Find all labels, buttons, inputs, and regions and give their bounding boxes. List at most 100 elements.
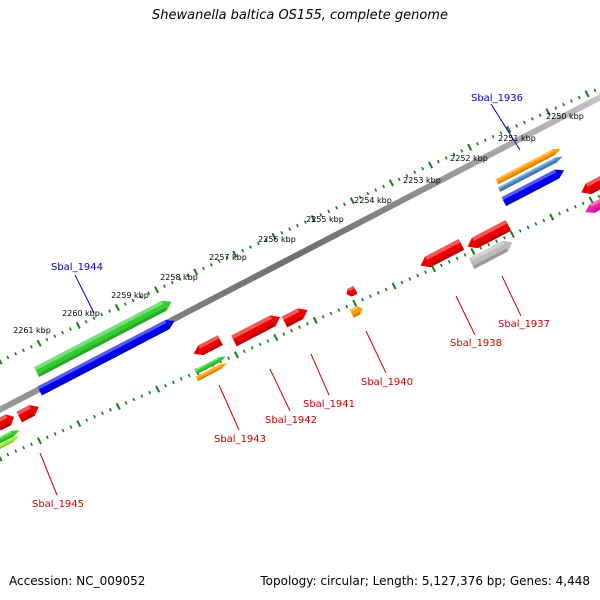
inner-tick-65 xyxy=(509,230,515,238)
inner-tick-74 xyxy=(581,201,585,206)
inner-tick-32 xyxy=(250,346,254,350)
leader-sbal-1944 xyxy=(74,274,95,314)
outer-tick-73 xyxy=(569,99,573,103)
outer-tick-13 xyxy=(100,312,104,317)
inner-tick-51 xyxy=(400,280,404,285)
outer-tick-75 xyxy=(584,90,590,98)
inner-tick-54 xyxy=(424,270,428,274)
gene-label-sbal-1937: Sbal_1937 xyxy=(498,319,550,330)
inner-tick-59 xyxy=(463,253,467,257)
gene-sbal-1937-red-highlight xyxy=(471,220,508,242)
outer-tick-22 xyxy=(170,280,174,285)
inner-tick-69 xyxy=(542,218,546,223)
gene-left-mid-red-highlight xyxy=(198,335,220,349)
kbp-label-5: 2255 kbp xyxy=(306,215,344,224)
inner-tick-37 xyxy=(290,328,294,333)
gene-right-edge-red-body xyxy=(581,176,600,195)
gene-sbal-1945-green-shadow xyxy=(0,434,14,445)
inner-tick-31 xyxy=(242,349,246,354)
gene-sbal-1941-shadow xyxy=(285,316,304,328)
inner-tick-46 xyxy=(361,297,364,302)
outer-tick-70 xyxy=(545,108,551,116)
inner-tick-72 xyxy=(566,208,569,212)
gene-sbal-1937-grey-shadow xyxy=(472,248,509,269)
gene-sbal-1940-red-shadow xyxy=(350,291,358,297)
gene-sbal-1944-green-a-highlight xyxy=(34,300,164,371)
gene-sbal-1943-green-highlight xyxy=(194,357,219,372)
gene-sbal-1944-blue-b xyxy=(37,320,175,396)
kbp-label-1: 2251 kbp xyxy=(498,134,536,143)
leader-sbal-1942 xyxy=(269,368,291,412)
gene-sbal-1937-red-shadow xyxy=(475,227,512,249)
inner-tick-58 xyxy=(455,256,459,261)
gene-sbal-1936-blue xyxy=(501,169,565,207)
label-leader-lines xyxy=(39,103,522,496)
inner-tick-1 xyxy=(6,452,10,457)
gene-sbal-1938-shadow xyxy=(428,246,465,268)
outer-tick-51 xyxy=(397,177,401,182)
gene-sbal-1940-orange xyxy=(349,306,363,318)
outer-tick-41 xyxy=(319,213,323,217)
inner-tick-75 xyxy=(588,196,594,204)
outer-tick-30 xyxy=(232,250,238,258)
gene-left-edge-red xyxy=(0,414,14,431)
gene-sbal-1941-highlight xyxy=(281,308,300,321)
inner-tick-34 xyxy=(266,339,270,343)
outer-tick-52 xyxy=(405,174,409,178)
outer-tick-14 xyxy=(108,309,112,313)
inner-tick-12 xyxy=(93,414,97,419)
outer-tick-0 xyxy=(0,358,3,365)
gene-right-edge-magenta-shadow xyxy=(593,203,600,213)
gene-sbal-1936-blue-body xyxy=(501,169,565,207)
outer-tick-18 xyxy=(139,295,143,299)
inner-tick-67 xyxy=(526,225,530,230)
gene-left-edge-red-b-shadow xyxy=(20,412,35,423)
inner-tick-52 xyxy=(408,277,412,281)
inner-tick-4 xyxy=(30,442,33,447)
gene-label-sbal-1938: Sbal_1938 xyxy=(450,338,502,349)
inner-tick-22 xyxy=(171,380,175,385)
outer-tick-64 xyxy=(499,131,503,135)
outer-tick-69 xyxy=(538,113,542,118)
outer-tick-55 xyxy=(428,161,434,169)
outer-tick-36 xyxy=(280,230,284,235)
gene-sbal-1945-green-body xyxy=(0,429,20,445)
gene-sbal-1942 xyxy=(231,315,281,347)
inner-tick-43 xyxy=(337,308,341,312)
gene-left-mid-red-body xyxy=(193,335,223,356)
inner-tick-45 xyxy=(352,299,358,307)
gene-label-sbal-1940: Sbal_1940 xyxy=(361,377,413,388)
outer-tick-39 xyxy=(303,220,307,224)
inner-tick-35 xyxy=(273,333,279,342)
outer-tick-59 xyxy=(460,149,464,153)
outer-tick-61 xyxy=(476,141,479,146)
inner-tick-48 xyxy=(376,291,380,295)
inner-tick-14 xyxy=(108,408,112,412)
gene-sbal-1944-green-a-body xyxy=(34,300,172,377)
gene-label-sbal-1945: Sbal_1945 xyxy=(32,499,84,510)
gene-sbal-1940-red-body xyxy=(346,285,358,297)
gene-sbal-1936-steelblue-shadow xyxy=(499,161,557,192)
inner-tick-9 xyxy=(69,425,73,429)
leader-sbal-1938 xyxy=(455,295,476,336)
kbp-label-9: 2259 kbp xyxy=(111,291,149,300)
gene-sbal-1937-grey-body xyxy=(468,240,513,269)
outer-tick-11 xyxy=(84,320,88,324)
inner-tick-56 xyxy=(439,263,443,268)
inner-tick-38 xyxy=(298,325,301,330)
inner-tick-15 xyxy=(115,402,121,410)
outer-tick-26 xyxy=(202,266,205,271)
gene-sbal-1936-blue-highlight xyxy=(501,169,557,201)
inner-tick-18 xyxy=(140,394,144,398)
inner-tick-42 xyxy=(329,311,333,316)
outer-tick-12 xyxy=(92,316,96,321)
outer-tick-72 xyxy=(562,102,566,107)
outer-tick-56 xyxy=(436,159,440,164)
outer-tick-57 xyxy=(444,156,448,160)
accession-text: Accession: NC_009052 xyxy=(9,574,146,588)
gene-sbal-1936-orange-body xyxy=(495,148,561,185)
gene-sbal-1937-grey-highlight xyxy=(468,240,505,262)
kbp-label-6: 2256 kbp xyxy=(258,235,296,244)
gene-sbal-1943-green-shadow xyxy=(196,360,221,375)
